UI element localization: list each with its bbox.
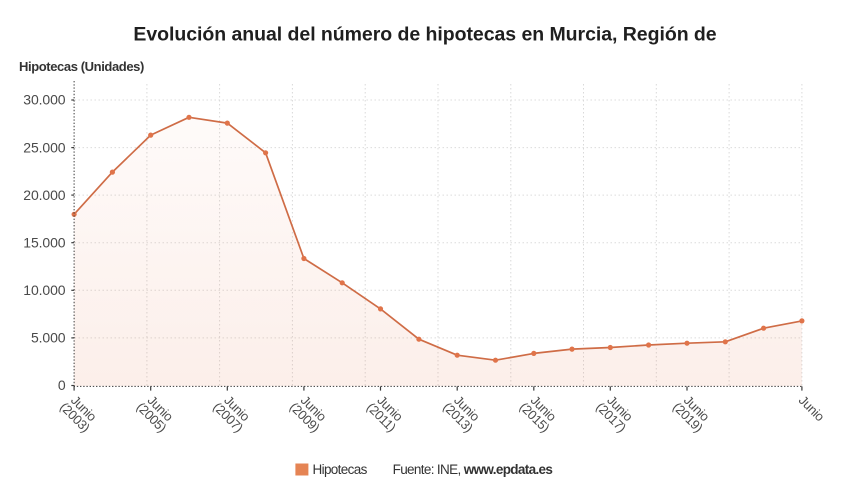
svg-text:5.000: 5.000	[31, 330, 66, 346]
svg-text:Evolución anual del número de: Evolución anual del número de hipotecas …	[133, 24, 716, 46]
svg-text:30.000: 30.000	[23, 92, 66, 108]
svg-text:Junio: Junio	[796, 393, 828, 425]
svg-text:20.000: 20.000	[23, 187, 66, 203]
svg-text:0: 0	[58, 377, 66, 393]
svg-text:Hipotecas (Unidades): Hipotecas (Unidades)	[19, 59, 144, 74]
svg-text:10.000: 10.000	[23, 282, 66, 298]
svg-text:15.000: 15.000	[23, 234, 66, 250]
svg-text:Hipotecas: Hipotecas	[313, 462, 368, 477]
svg-text:25.000: 25.000	[23, 139, 66, 155]
svg-text:Fuente: INE, www.epdata.es: Fuente: INE, www.epdata.es	[393, 462, 553, 477]
